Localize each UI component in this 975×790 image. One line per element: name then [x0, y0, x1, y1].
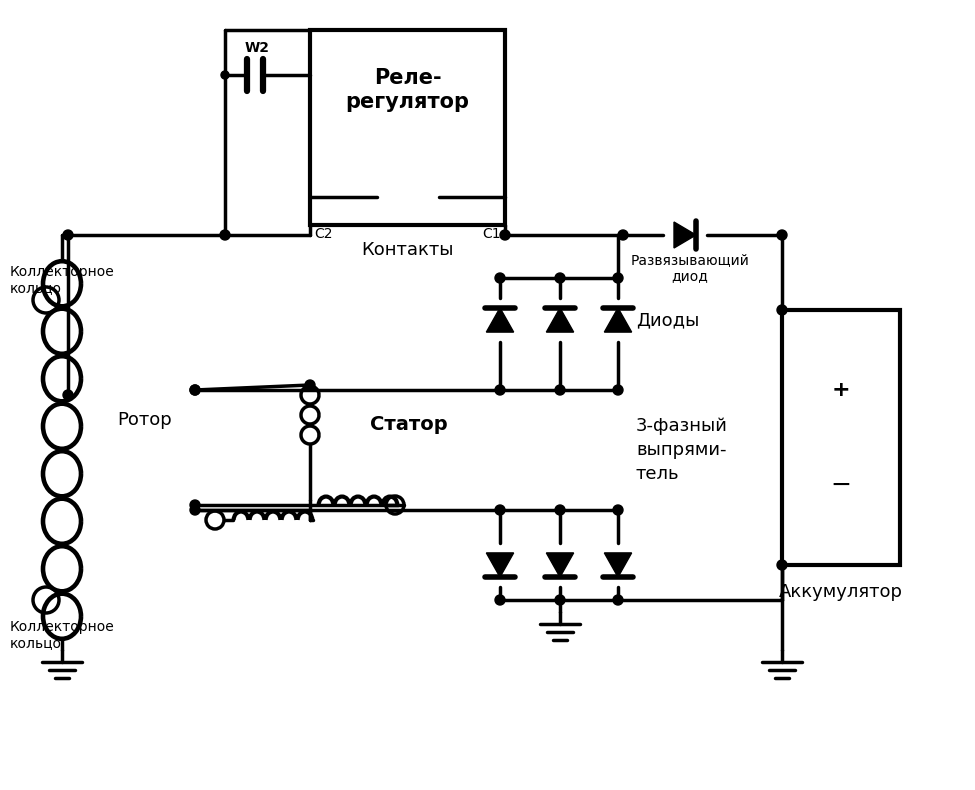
- Circle shape: [555, 273, 565, 283]
- Polygon shape: [487, 308, 514, 332]
- Circle shape: [613, 385, 623, 395]
- Circle shape: [221, 71, 229, 79]
- Text: Развязывающий
диод: Развязывающий диод: [631, 253, 750, 283]
- Text: Ротор: Ротор: [117, 411, 172, 429]
- Circle shape: [495, 595, 505, 605]
- Circle shape: [190, 500, 200, 510]
- Circle shape: [495, 273, 505, 283]
- Text: Реле-
регулятор: Реле- регулятор: [345, 68, 470, 112]
- Text: Статор: Статор: [370, 415, 448, 434]
- Text: C1: C1: [483, 227, 501, 241]
- Circle shape: [495, 505, 505, 515]
- Text: C2: C2: [314, 227, 332, 241]
- Text: Аккумулятор: Аккумулятор: [779, 583, 903, 601]
- Circle shape: [555, 595, 565, 605]
- Circle shape: [63, 390, 73, 400]
- Text: +: +: [832, 380, 850, 400]
- Text: Коллекторное
кольцо: Коллекторное кольцо: [10, 265, 115, 295]
- Circle shape: [777, 560, 787, 570]
- Text: −: −: [831, 473, 851, 497]
- Circle shape: [495, 385, 505, 395]
- Circle shape: [305, 380, 315, 390]
- Circle shape: [613, 505, 623, 515]
- Polygon shape: [546, 553, 573, 577]
- Polygon shape: [546, 308, 573, 332]
- Circle shape: [618, 230, 628, 240]
- Circle shape: [777, 305, 787, 315]
- Circle shape: [220, 230, 230, 240]
- Text: Контакты: Контакты: [362, 241, 453, 259]
- Polygon shape: [487, 553, 514, 577]
- Circle shape: [613, 273, 623, 283]
- Circle shape: [190, 385, 200, 395]
- Text: W2: W2: [245, 41, 269, 55]
- Bar: [782, 310, 900, 565]
- Polygon shape: [604, 308, 632, 332]
- Text: 3-фазный
выпрями-
тель: 3-фазный выпрями- тель: [636, 417, 728, 483]
- Circle shape: [613, 595, 623, 605]
- Circle shape: [555, 385, 565, 395]
- Circle shape: [777, 230, 787, 240]
- Circle shape: [63, 230, 73, 240]
- Polygon shape: [674, 222, 696, 248]
- Circle shape: [500, 230, 510, 240]
- Circle shape: [190, 385, 200, 395]
- Polygon shape: [604, 553, 632, 577]
- Bar: [310, 30, 505, 225]
- Text: Коллекторное
кольцо: Коллекторное кольцо: [10, 620, 115, 650]
- Circle shape: [555, 505, 565, 515]
- Circle shape: [190, 505, 200, 515]
- Text: Диоды: Диоды: [636, 311, 699, 329]
